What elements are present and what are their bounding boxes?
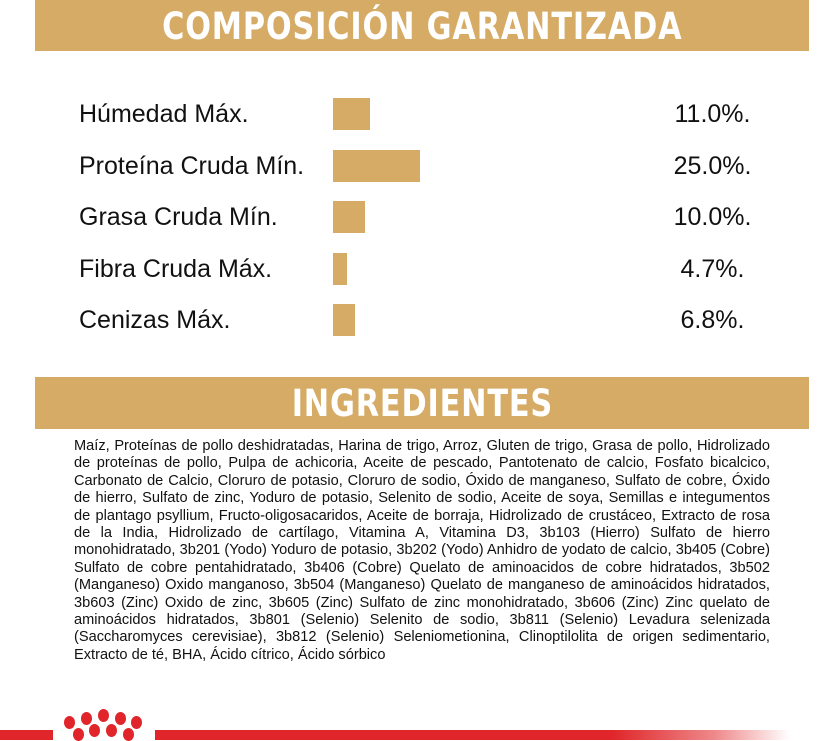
row-bar: [333, 304, 355, 336]
row-bar: [333, 150, 420, 182]
composition-row: Fibra Cruda Máx. 4.7%.: [0, 249, 840, 289]
composition-row: Húmedad Máx. 11.0%.: [0, 94, 840, 134]
row-value: 10.0%.: [673, 203, 752, 231]
ingredients-title: INGREDIENTES: [291, 382, 553, 425]
composition-row: Cenizas Máx. 6.8%.: [0, 300, 840, 340]
row-value: 25.0%.: [673, 152, 752, 180]
row-label: Fibra Cruda Máx.: [79, 255, 273, 283]
ingredients-header-banner: INGREDIENTES: [35, 377, 809, 429]
footer-red-band-right: [155, 730, 790, 740]
row-bar: [333, 201, 365, 233]
composition-row: Proteína Cruda Mín. 25.0%.: [0, 146, 840, 186]
row-label: Grasa Cruda Mín.: [79, 203, 278, 231]
row-bar: [333, 98, 370, 130]
composition-row: Grasa Cruda Mín. 10.0%.: [0, 197, 840, 237]
row-label: Cenizas Máx.: [79, 306, 231, 334]
composition-header-banner: COMPOSICIÓN GARANTIZADA: [35, 0, 809, 51]
footer-red-band-left: [0, 730, 53, 740]
ingredients-text: Maíz, Proteínas de pollo deshidratadas, …: [74, 438, 770, 663]
composition-title: COMPOSICIÓN GARANTIZADA: [161, 5, 683, 48]
row-value: 11.0%.: [674, 100, 751, 128]
row-bar: [333, 253, 347, 285]
row-value: 6.8%.: [680, 306, 745, 334]
row-label: Húmedad Máx.: [79, 100, 249, 128]
row-value: 4.7%.: [680, 255, 745, 283]
row-label: Proteína Cruda Mín.: [79, 152, 305, 180]
